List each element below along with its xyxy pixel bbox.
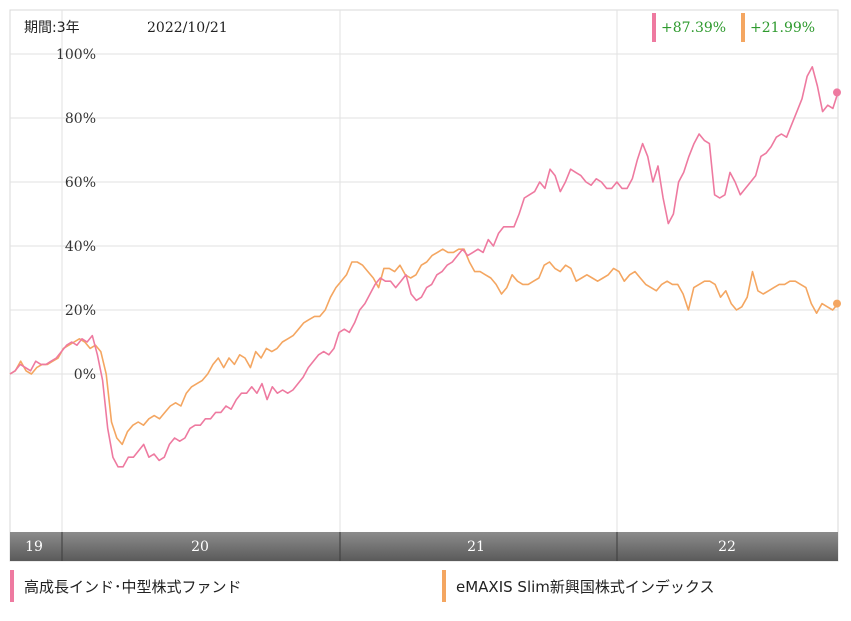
legend-item-india-fund: 高成長インド･中型株式ファンド [10,570,242,602]
y-axis-labels: 100% 80% 60% 40% 20% 0% [56,47,96,383]
x-tick-label: 22 [718,539,736,555]
y-tick-label: 60% [65,175,96,191]
return-marker-2 [741,13,745,42]
legend-swatch-pink [10,570,14,602]
y-tick-label: 20% [65,303,96,319]
time-axis: 19 20 21 22 [10,532,838,561]
end-markers [833,88,841,308]
series-line [9,66,839,468]
y-tick-label: 40% [65,239,96,255]
legend-swatch-orange [442,570,446,602]
y-tick-label: 80% [65,111,96,127]
y-tick-label: 100% [56,47,96,63]
period-label: 期間:3年 [24,20,80,36]
plot-border [9,9,839,562]
series-lines [9,66,839,468]
y-tick-label: 0% [74,367,96,383]
x-tick-label: 21 [467,539,485,555]
series-line [9,248,839,446]
series-end-point [833,299,841,308]
return-value-2: +21.99% [750,20,815,36]
time-axis-bar [10,532,838,561]
x-tick-label: 19 [25,539,43,555]
x-tick-label: 20 [191,539,209,555]
return-marker-1 [652,13,656,42]
legend-item-emaxis: eMAXIS Slim新興国株式インデックス [442,570,714,602]
return-value-1: +87.39% [661,20,726,36]
legend-label-india-fund: 高成長インド･中型株式ファンド [24,577,242,596]
series-end-point [833,88,841,97]
legend-label-emaxis: eMAXIS Slim新興国株式インデックス [456,577,715,596]
date-label: 2022/10/21 [147,20,228,36]
